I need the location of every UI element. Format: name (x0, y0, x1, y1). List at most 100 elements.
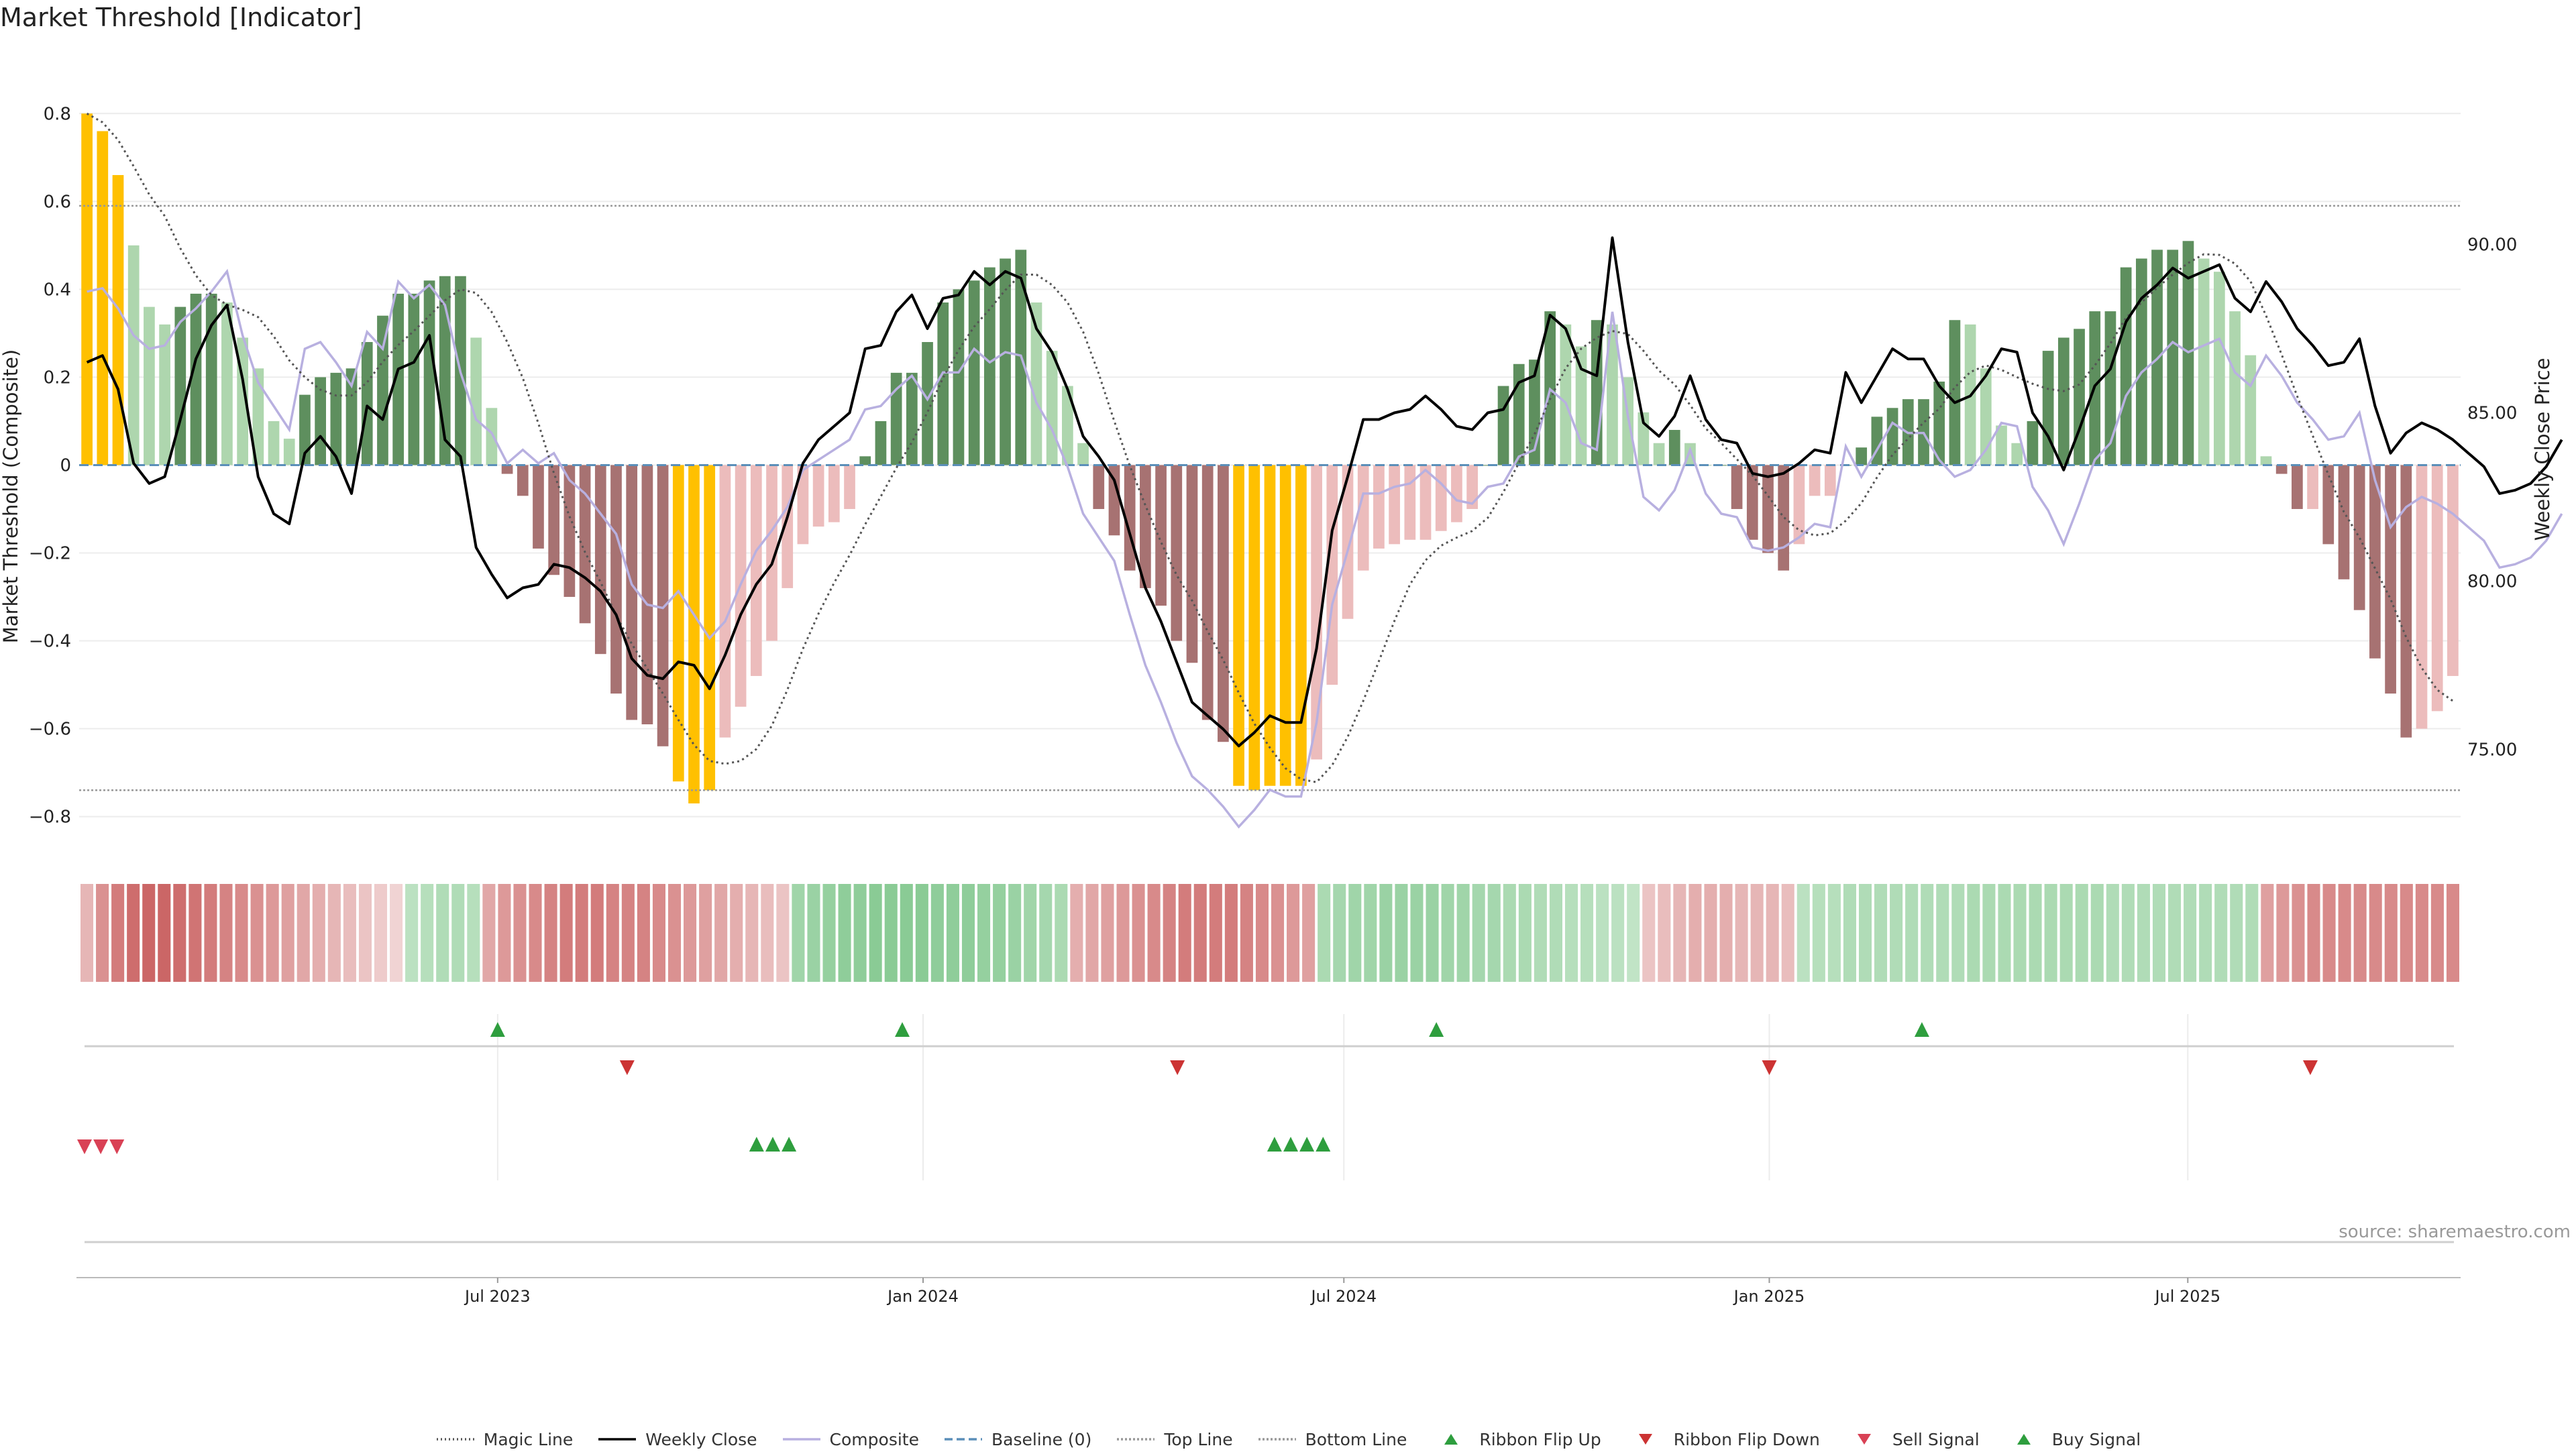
sell-signal-marker (77, 1139, 92, 1154)
ribbon-cell (1564, 884, 1578, 982)
ribbon-cell (1874, 884, 1888, 982)
composite-bar (1030, 302, 1042, 465)
ribbon-cell (2307, 884, 2320, 982)
composite-bar (1140, 465, 1151, 588)
composite-bar (1466, 465, 1478, 509)
ribbon-cell (807, 884, 820, 982)
legend-item: Top Line (1116, 1429, 1233, 1449)
ribbon-cell (498, 884, 511, 982)
ribbon-cell (1735, 884, 1748, 982)
composite-bar (1046, 351, 1058, 465)
ribbon-cell (637, 884, 650, 982)
composite-bar (1155, 465, 1167, 606)
ribbon-flip-down-marker (1170, 1060, 1185, 1075)
composite-bar (953, 289, 965, 465)
ribbon-cell (1812, 884, 1825, 982)
composite-bar (906, 372, 918, 465)
ribbon-cell (1116, 884, 1130, 982)
ribbon-cell (142, 884, 156, 982)
composite-bar (859, 456, 871, 465)
composite-bar (968, 280, 980, 465)
ribbon-cell (1905, 884, 1919, 982)
composite-bar (610, 465, 622, 694)
composite-bar (2214, 272, 2225, 465)
composite-bar (2027, 421, 2039, 465)
composite-bar (2198, 258, 2210, 465)
composite-bar (221, 302, 233, 465)
composite-bar (2292, 465, 2303, 509)
ribbon-cell (451, 884, 465, 982)
left-tick-label: 0.8 (44, 104, 71, 124)
ribbon-cell (111, 884, 125, 982)
ribbon-cell (2199, 884, 2212, 982)
composite-bar (2338, 465, 2350, 579)
ribbon-cell (2075, 884, 2088, 982)
legend-label: Buy Signal (2051, 1429, 2141, 1449)
composite-bar (2229, 311, 2241, 465)
composite-bar (890, 372, 902, 465)
ribbon-cell (2013, 884, 2027, 982)
legend-label: Baseline (0) (991, 1429, 1092, 1449)
ribbon-cell (853, 884, 867, 982)
ribbon-cell (2152, 884, 2166, 982)
ribbon-cell (993, 884, 1006, 982)
ribbon-cell (1287, 884, 1300, 982)
composite-bar (252, 368, 264, 465)
ribbon-cell (1024, 884, 1037, 982)
ribbon-cell (2245, 884, 2259, 982)
composite-bar (392, 293, 405, 465)
ribbon-cell (312, 884, 325, 982)
composite-bar (2369, 465, 2381, 659)
composite-bar (1668, 430, 1680, 465)
ribbon-cell (900, 884, 913, 982)
ribbon-cell (1255, 884, 1269, 982)
ribbon-cell (1704, 884, 1717, 982)
ribbon-cell (1085, 884, 1099, 982)
ribbon-cell (792, 884, 805, 982)
legend-swatch (598, 1438, 637, 1441)
ribbon-flip-up-marker (490, 1022, 505, 1037)
ribbon-cell (1549, 884, 1562, 982)
ribbon-cell (1580, 884, 1594, 982)
composite-bar (1357, 465, 1369, 571)
legend-swatch (436, 1438, 474, 1441)
left-axis-label: Market Threshold (Composite) (0, 349, 22, 643)
legend-label: Bottom Line (1305, 1429, 1407, 1449)
ribbon-cell (2168, 884, 2182, 982)
legend-item: Ribbon Flip Up (1431, 1429, 1601, 1449)
ribbon-cell (930, 884, 944, 982)
ribbon-cell (2415, 884, 2428, 982)
composite-bar (766, 465, 777, 641)
ribbon-cell (667, 884, 682, 982)
legend-label: Magic Line (483, 1429, 574, 1449)
legend-item: Buy Signal (2004, 1429, 2141, 1449)
composite-bar (1389, 465, 1400, 545)
composite-bar (533, 465, 544, 549)
ribbon-cell (204, 884, 217, 982)
ribbon-cell (1441, 884, 1454, 982)
ribbon-cell (1193, 884, 1207, 982)
composite-bar (299, 394, 311, 465)
ribbon-cell (884, 884, 898, 982)
ribbon-cell (2292, 884, 2305, 982)
composite-bar (984, 267, 996, 465)
ribbon-cell (699, 884, 712, 982)
left-tick-label: 0.6 (44, 192, 71, 212)
right-tick-label: 75.00 (2467, 740, 2517, 760)
ribbon-cell (1627, 884, 1640, 982)
ribbon-cell (1055, 884, 1068, 982)
composite-bar (1980, 368, 1992, 465)
composite-bar (1996, 425, 2007, 465)
composite-bar (1295, 465, 1307, 786)
ribbon-cell (1008, 884, 1022, 982)
composite-bar (564, 465, 576, 597)
ribbon-flip-markers (85, 1022, 2454, 1075)
composite-bar (1653, 443, 1665, 465)
composite-bar (315, 377, 326, 465)
composite-bar (1233, 465, 1244, 786)
ribbon-cell (1487, 884, 1501, 982)
left-tick-label: −0.6 (29, 720, 71, 740)
composite-bar (1264, 465, 1276, 786)
ribbon-cell (606, 884, 619, 982)
